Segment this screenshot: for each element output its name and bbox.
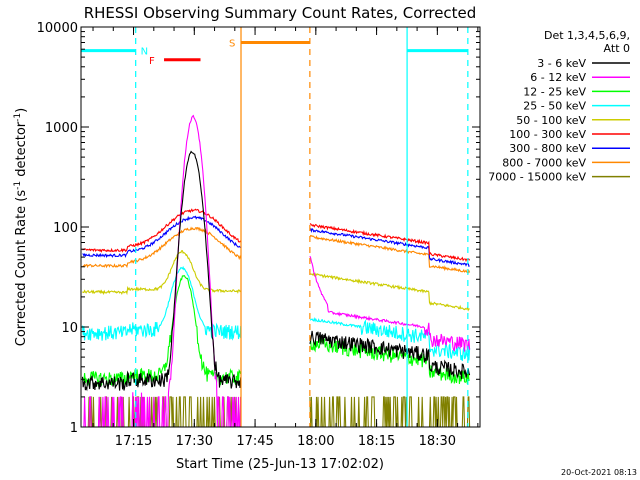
plot-frame	[80, 26, 481, 428]
trace-series-6	[82, 208, 471, 263]
y-axis-label-mid: detector	[14, 121, 29, 181]
trace-series-8	[82, 226, 471, 274]
annotation-label-1: N	[141, 47, 148, 58]
legend-label-9: 7000 - 15000 keV	[488, 171, 586, 184]
x-tick-label-1: 17:15	[115, 434, 152, 449]
trace-series-1	[81, 150, 471, 392]
x-tick-label-2: 17:30	[176, 434, 213, 449]
trace-series-7	[82, 215, 470, 267]
legend-label-3: 12 - 25 keV	[523, 85, 586, 98]
legend-header-detectors: Det 1,3,4,5,6,9,	[544, 29, 630, 42]
generation-timestamp: 20-Oct-2021 08:13	[561, 468, 637, 477]
trace-series-4	[81, 265, 471, 362]
y-axis-label-sup2: -1	[13, 113, 23, 122]
y-axis-label-end: )	[14, 108, 29, 113]
x-tick-label-5: 18:15	[358, 434, 395, 449]
y-tick-label-2: 10	[61, 321, 78, 336]
legend-label-7: 300 - 800 keV	[509, 142, 586, 155]
legend-label-5: 50 - 100 keV	[516, 114, 586, 127]
x-tick-label-3: 17:45	[236, 434, 273, 449]
axes: 1 10 100 1000 10000 17:15 17:30 17:45 18:00 18:15…	[37, 21, 481, 449]
y-axis-label-sup1: -1	[13, 181, 23, 190]
trace-series-3	[81, 275, 470, 387]
y-tick-label-5: 10000	[37, 21, 78, 36]
legend-label-8: 800 - 7000 keV	[502, 156, 586, 169]
legend-header-attenuator: Att 0	[604, 42, 630, 55]
annotation-label-4: S	[229, 38, 235, 49]
y-tick-label-1: 1	[70, 421, 78, 436]
x-tick-label-4: 18:00	[297, 434, 334, 449]
chart-title: RHESSI Observing Summary Count Rates, Co…	[84, 4, 477, 22]
legend-label-6: 100 - 300 keV	[509, 128, 586, 141]
x-axis-label: Start Time (25-Jun-13 17:02:02)	[176, 457, 384, 472]
legend-label-2: 6 - 12 keV	[530, 71, 586, 84]
trace-series-5	[82, 250, 470, 312]
annotation-label-3: F	[149, 56, 155, 67]
legend-label-4: 25 - 50 keV	[523, 100, 586, 113]
y-axis-label: Corrected Count Rate (s-1 detector-1)	[13, 108, 29, 346]
legend-label-1: 3 - 6 keV	[537, 57, 586, 70]
y-tick-label-3: 100	[53, 221, 78, 236]
y-tick-label-4: 1000	[45, 121, 78, 136]
y-axis-label-main: Corrected Count Rate (s	[14, 190, 29, 347]
x-tick-label-6: 18:30	[419, 434, 456, 449]
plot-area: NF S	[81, 27, 471, 428]
